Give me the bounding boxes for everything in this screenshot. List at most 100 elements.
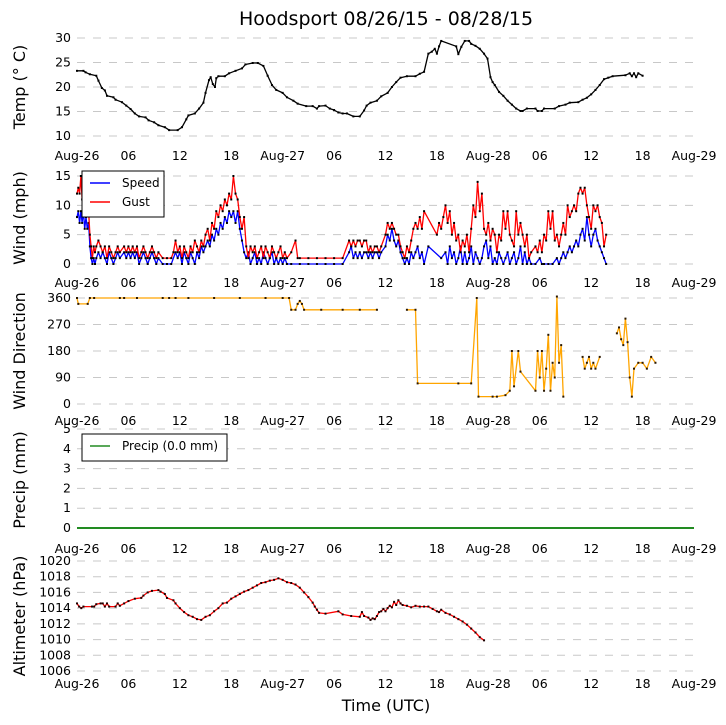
data-point (210, 221, 213, 224)
data-point (153, 121, 156, 124)
data-point (390, 86, 393, 88)
data-point (324, 257, 327, 260)
data-point (390, 221, 393, 224)
data-point (88, 73, 91, 76)
data-point (390, 606, 393, 609)
data-point (508, 233, 511, 236)
data-point (127, 251, 130, 254)
data-point (189, 251, 192, 254)
data-point (213, 227, 216, 230)
data-point (105, 602, 108, 605)
data-point (375, 251, 378, 254)
data-point (138, 263, 141, 265)
data-point (474, 44, 477, 47)
x-tick-label: Aug-28 (466, 541, 511, 556)
data-point (470, 227, 473, 230)
data-point (470, 382, 473, 385)
data-point (495, 251, 498, 254)
data-point (570, 251, 573, 254)
data-point (540, 263, 543, 265)
data-point (296, 102, 299, 105)
data-point (517, 257, 520, 260)
data-point (463, 245, 466, 248)
data-point (579, 233, 582, 236)
data-point (495, 395, 498, 398)
data-point (461, 620, 464, 623)
data-point (232, 210, 235, 213)
data-point (579, 186, 582, 189)
data-point (87, 221, 90, 224)
data-point (397, 599, 400, 602)
data-point (448, 210, 451, 213)
data-point (211, 83, 214, 86)
data-point (510, 103, 513, 106)
data-point (440, 39, 443, 42)
y-tick-label: 0 (63, 396, 71, 411)
y-axis-label: Altimeter (hPa) (10, 556, 29, 677)
x-tick-label: 12 (378, 676, 394, 691)
data-point (234, 221, 237, 224)
data-point (502, 263, 505, 265)
data-point (510, 257, 513, 260)
data-point (423, 210, 426, 213)
data-point (568, 101, 571, 104)
data-point (174, 297, 177, 299)
data-point (163, 593, 166, 595)
data-point (146, 591, 149, 594)
data-point (598, 245, 601, 248)
data-point (83, 227, 86, 230)
data-point (206, 239, 209, 242)
data-point (438, 45, 441, 48)
data-point (463, 39, 466, 42)
data-point (217, 216, 220, 219)
data-point (523, 245, 526, 248)
data-point (251, 251, 254, 254)
data-point (603, 78, 606, 81)
data-point (358, 251, 361, 254)
data-point (654, 361, 657, 364)
data-point (133, 251, 136, 254)
data-point (483, 52, 486, 55)
data-point (414, 75, 417, 78)
data-point (217, 75, 220, 78)
data-point (207, 79, 210, 82)
x-tick-label: Aug-26 (55, 275, 100, 290)
data-point (251, 586, 254, 589)
data-point (369, 101, 372, 104)
data-point (453, 221, 456, 224)
chart-title: Hoodsport 08/26/15 - 08/28/15 (239, 8, 533, 30)
data-point (549, 227, 552, 230)
data-point (142, 251, 145, 254)
data-point (622, 344, 625, 347)
data-point (412, 227, 415, 230)
data-point (193, 112, 196, 115)
y-tick-label: 0 (63, 520, 71, 535)
data-point (581, 355, 584, 358)
data-point (485, 233, 488, 236)
data-point (97, 239, 100, 242)
data-point (210, 233, 213, 236)
data-point (91, 263, 94, 265)
data-point (264, 581, 267, 584)
legend: Precip (0.0 mm) (81, 433, 228, 462)
data-point (108, 245, 111, 248)
data-point (551, 210, 554, 213)
data-point (525, 263, 528, 265)
data-point (279, 257, 282, 260)
data-point (281, 257, 284, 260)
data-point (395, 604, 398, 606)
data-point (268, 579, 271, 582)
data-point (240, 239, 243, 242)
data-point (228, 72, 231, 75)
x-tick-label: Aug-29 (672, 541, 717, 556)
data-point (193, 239, 196, 242)
data-point (133, 597, 136, 600)
data-point (215, 210, 218, 213)
data-point (485, 239, 488, 242)
data-point (423, 263, 426, 265)
x-tick-label: 12 (378, 541, 394, 556)
data-point (543, 389, 546, 392)
data-point (513, 251, 516, 254)
data-point (375, 308, 378, 311)
data-point (536, 251, 539, 254)
